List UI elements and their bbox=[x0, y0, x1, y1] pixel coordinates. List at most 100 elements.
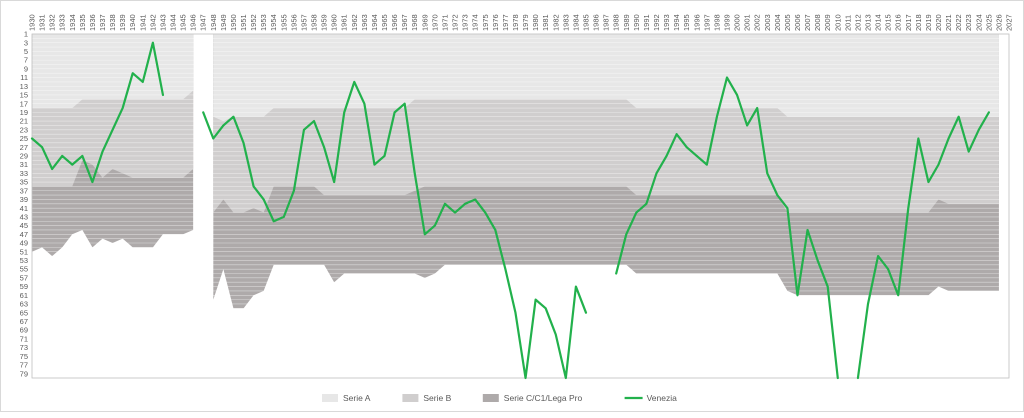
y-tick-label: 3 bbox=[24, 38, 28, 47]
x-tick-label: 1957 bbox=[299, 14, 308, 31]
x-tick-label: 2010 bbox=[833, 14, 842, 31]
y-tick-label: 79 bbox=[20, 369, 28, 378]
x-tick-label: 2017 bbox=[904, 14, 913, 31]
y-tick-label: 29 bbox=[20, 152, 28, 161]
y-tick-label: 7 bbox=[24, 56, 28, 65]
x-tick-label: 1996 bbox=[692, 14, 701, 31]
x-tick-label: 1953 bbox=[259, 14, 268, 31]
x-tick-label: 1968 bbox=[410, 14, 419, 31]
y-tick-label: 61 bbox=[20, 291, 28, 300]
x-tick-label: 1955 bbox=[279, 14, 288, 31]
legend-item-venezia: Venezia bbox=[624, 393, 677, 403]
legend-item-serie-b: Serie B bbox=[402, 393, 452, 403]
y-tick-label: 1 bbox=[24, 30, 28, 39]
x-tick-label: 1964 bbox=[370, 14, 379, 31]
plot-border bbox=[31, 33, 1010, 379]
x-tick-label: 1942 bbox=[148, 14, 157, 31]
x-tick-label: 2013 bbox=[863, 14, 872, 31]
x-tick-label: 1940 bbox=[128, 14, 137, 31]
x-tick-label: 1946 bbox=[189, 14, 198, 31]
x-tick-label: 2000 bbox=[733, 14, 742, 31]
x-tick-label: 1973 bbox=[461, 14, 470, 31]
x-tick-label: 1958 bbox=[310, 14, 319, 31]
x-tick-label: 2003 bbox=[763, 14, 772, 31]
area-serie-a bbox=[32, 34, 194, 109]
x-tick-label: 1990 bbox=[632, 14, 641, 31]
y-tick-label: 17 bbox=[20, 99, 28, 108]
x-tick-label: 1960 bbox=[330, 14, 339, 31]
x-tick-label: 2011 bbox=[843, 15, 852, 31]
x-tick-label: 1983 bbox=[561, 14, 570, 31]
x-tick-label: 1965 bbox=[380, 14, 389, 31]
legend-swatch bbox=[322, 394, 338, 402]
y-tick-label: 25 bbox=[20, 134, 28, 143]
x-tick-label: 1934 bbox=[68, 14, 77, 31]
x-axis-ticks: 1930 1931 1932 1933 1934 1935 1936 1937 1938 1939… bbox=[28, 14, 1014, 31]
y-tick-label: 5 bbox=[24, 47, 28, 56]
y-tick-label: 39 bbox=[20, 195, 28, 204]
x-tick-label: 1935 bbox=[78, 14, 87, 31]
line-layer bbox=[30, 41, 990, 380]
x-tick-label: 1974 bbox=[471, 14, 480, 31]
x-tick-label: 1956 bbox=[289, 14, 298, 31]
x-tick-label: 1981 bbox=[541, 14, 550, 31]
y-tick-label: 77 bbox=[20, 361, 28, 370]
x-tick-label: 1982 bbox=[551, 14, 560, 31]
y-tick-label: 53 bbox=[20, 256, 28, 265]
legend-swatch bbox=[402, 394, 419, 402]
x-tick-label: 1930 bbox=[28, 14, 37, 31]
y-tick-label: 13 bbox=[20, 82, 28, 91]
y-tick-label: 71 bbox=[20, 334, 28, 343]
x-tick-label: 1938 bbox=[108, 14, 117, 31]
y-tick-label: 31 bbox=[20, 160, 28, 169]
x-tick-label: 1970 bbox=[430, 14, 439, 31]
x-tick-label: 1972 bbox=[451, 14, 460, 31]
y-tick-label: 41 bbox=[20, 204, 28, 213]
x-tick-label: 1999 bbox=[722, 14, 731, 31]
x-tick-label: 1969 bbox=[420, 14, 429, 31]
x-tick-label: 2007 bbox=[803, 14, 812, 31]
x-tick-label: 1943 bbox=[158, 14, 167, 31]
x-tick-label: 2018 bbox=[914, 14, 923, 31]
y-tick-label: 51 bbox=[20, 247, 28, 256]
x-tick-label: 1936 bbox=[88, 14, 97, 31]
x-tick-label: 1966 bbox=[390, 14, 399, 31]
y-tick-label: 37 bbox=[20, 186, 28, 195]
y-tick-label: 43 bbox=[20, 212, 28, 221]
x-tick-label: 2021 bbox=[944, 14, 953, 31]
x-tick-label: 1986 bbox=[592, 14, 601, 31]
x-tick-label: 1949 bbox=[219, 14, 228, 31]
x-tick-label: 2005 bbox=[783, 14, 792, 31]
y-tick-label: 19 bbox=[20, 108, 28, 117]
x-tick-label: 1991 bbox=[642, 14, 651, 31]
x-tick-label: 1941 bbox=[138, 14, 147, 31]
x-tick-label: 1978 bbox=[511, 14, 520, 31]
x-tick-label: 2023 bbox=[964, 14, 973, 31]
legend-label: Serie C/C1/Lega Pro bbox=[504, 393, 583, 403]
legend: Serie A Serie B Serie C/C1/Lega Pro Venezia bbox=[322, 393, 677, 403]
x-tick-label: 2025 bbox=[984, 14, 993, 31]
legend-item-serie-a: Serie A bbox=[322, 393, 371, 403]
legend-label: Serie B bbox=[423, 393, 451, 403]
x-tick-label: 1984 bbox=[571, 14, 580, 31]
area-layer bbox=[32, 34, 999, 309]
legend-swatch bbox=[482, 394, 499, 402]
x-tick-label: 1932 bbox=[48, 14, 57, 31]
gridlines bbox=[31, 33, 1010, 379]
x-tick-label: 2004 bbox=[773, 14, 782, 31]
y-tick-label: 11 bbox=[20, 73, 28, 82]
y-tick-label: 15 bbox=[20, 91, 28, 100]
x-tick-label: 1959 bbox=[320, 14, 329, 31]
y-tick-label: 63 bbox=[20, 300, 28, 309]
y-tick-label: 55 bbox=[20, 265, 28, 274]
y-tick-label: 9 bbox=[24, 64, 28, 73]
x-tick-label: 1954 bbox=[269, 14, 278, 31]
x-tick-label: 1945 bbox=[179, 14, 188, 31]
y-tick-label: 47 bbox=[20, 230, 28, 239]
x-tick-label: 1997 bbox=[702, 14, 711, 31]
x-tick-label: 1998 bbox=[712, 14, 721, 31]
legend-item-serie-c-c1-lega-pro: Serie C/C1/Lega Pro bbox=[482, 393, 583, 403]
x-tick-label: 1979 bbox=[521, 14, 530, 31]
